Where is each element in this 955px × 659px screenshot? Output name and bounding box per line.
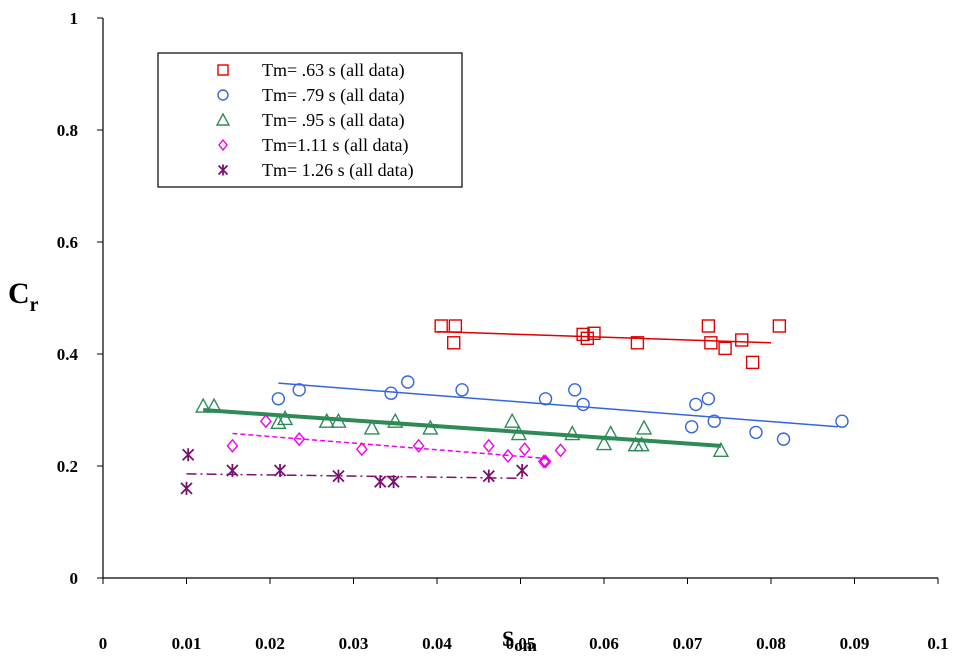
point-series-1 xyxy=(702,320,714,332)
point-series-1 xyxy=(705,337,717,349)
point-series-4 xyxy=(261,415,271,427)
y-axis-label: Cr xyxy=(8,277,39,316)
point-series-4 xyxy=(556,444,566,456)
point-series-1 xyxy=(736,334,748,346)
point-series-2 xyxy=(778,433,790,445)
point-series-1 xyxy=(435,320,447,332)
x-axis-label-main: S xyxy=(502,626,514,651)
markers xyxy=(181,320,848,495)
point-series-1 xyxy=(747,356,759,368)
x-tick-label: 0.07 xyxy=(673,634,703,653)
point-series-1 xyxy=(448,337,460,349)
x-tick-label: 0.03 xyxy=(339,634,369,653)
y-tick-label: 0 xyxy=(70,569,79,588)
y-tick-label: 0.8 xyxy=(57,121,78,140)
point-series-2 xyxy=(402,376,414,388)
trendline-series-4 xyxy=(232,434,549,459)
x-tick-label: 0.02 xyxy=(255,634,285,653)
point-series-2 xyxy=(750,426,762,438)
x-tick-label: 0 xyxy=(99,634,108,653)
point-series-4 xyxy=(520,443,530,455)
point-series-5 xyxy=(181,482,192,495)
point-series-3 xyxy=(505,414,519,427)
point-series-1 xyxy=(773,320,785,332)
point-series-5 xyxy=(517,464,528,477)
point-series-2 xyxy=(540,393,552,405)
point-series-1 xyxy=(449,320,461,332)
point-series-2 xyxy=(577,398,589,410)
legend-label-2: Tm= .79 s (all data) xyxy=(262,85,405,106)
y-tick-label: 0.4 xyxy=(57,345,79,364)
point-series-5 xyxy=(275,464,286,477)
trendline-series-1 xyxy=(437,332,771,343)
point-series-4 xyxy=(357,443,367,455)
point-series-2 xyxy=(456,384,468,396)
point-series-3 xyxy=(637,421,651,434)
point-series-5 xyxy=(388,475,399,488)
point-series-2 xyxy=(272,393,284,405)
point-series-4 xyxy=(227,440,237,452)
x-axis-label: Som xyxy=(502,626,537,655)
point-series-2 xyxy=(702,393,714,405)
point-series-2 xyxy=(293,384,305,396)
y-axis-label-main: C xyxy=(8,277,30,310)
point-series-4 xyxy=(414,440,424,452)
y-tick-label: 0.2 xyxy=(57,457,78,476)
x-tick-label: 0.01 xyxy=(172,634,202,653)
y-axis-label-sub: r xyxy=(30,294,39,316)
point-series-5 xyxy=(227,464,238,477)
x-tick-label: 0.04 xyxy=(422,634,452,653)
x-axis-label-sub: om xyxy=(514,636,537,655)
y-tick-label: 0.6 xyxy=(57,233,78,252)
point-series-5 xyxy=(483,470,494,483)
point-series-2 xyxy=(385,387,397,399)
point-series-1 xyxy=(719,342,731,354)
legend-label-3: Tm= .95 s (all data) xyxy=(262,110,405,131)
point-series-2 xyxy=(569,384,581,396)
legend-label-4: Tm=1.11 s (all data) xyxy=(262,135,408,156)
x-tick-label: 0.1 xyxy=(927,634,948,653)
point-series-5 xyxy=(183,448,194,461)
y-tick-label: 1 xyxy=(70,9,79,28)
x-tick-label: 0.08 xyxy=(756,634,786,653)
point-series-2 xyxy=(686,421,698,433)
point-series-5 xyxy=(375,475,386,488)
point-series-2 xyxy=(836,415,848,427)
point-series-2 xyxy=(690,398,702,410)
legend-label-1: Tm= .63 s (all data) xyxy=(262,60,405,81)
legend-label-5: Tm= 1.26 s (all data) xyxy=(262,160,414,181)
x-tick-label: 0.09 xyxy=(840,634,870,653)
point-series-4 xyxy=(484,440,494,452)
x-tick-label: 0.06 xyxy=(589,634,619,653)
legend: Tm= .63 s (all data) Tm= .79 s (all data)… xyxy=(158,53,462,187)
